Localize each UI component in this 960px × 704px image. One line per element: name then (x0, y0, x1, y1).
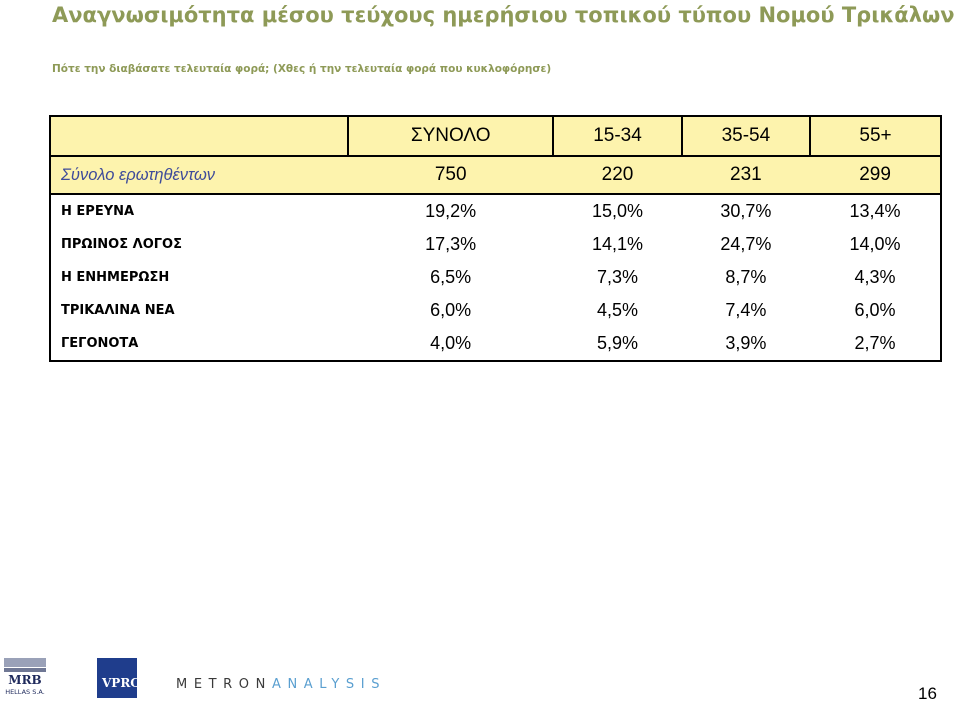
table-cell: 4,3% (854, 267, 896, 287)
table-cell: 13,4% (849, 201, 901, 221)
metron-analysis-logo: METRONANALYSIS (176, 677, 386, 692)
table-cell: 2,7% (854, 333, 896, 353)
mrb-logo-subtext: HELLAS S.A. (5, 688, 45, 696)
table-cell: 6,5% (430, 267, 472, 287)
total-row-label: Σύνολο ερωτηθέντων (50, 156, 348, 195)
table-cell: 299 (810, 156, 941, 195)
column-header: ΣΥΝΟΛΟ (346, 115, 555, 157)
table-cell: 30,7% (720, 201, 772, 221)
column-header: 35-54 (680, 115, 812, 157)
metron-logo-text: METRON (176, 677, 272, 692)
vprc-logo-text: VPRC (102, 676, 140, 690)
table-cell: 4,0% (430, 333, 472, 353)
page-subtitle: Πότε την διαβάσατε τελευταία φορά; (Χθες… (52, 63, 552, 75)
table-row: ΠΡΩΙΝΟΣ ΛΟΓΟΣ 17,3% 14,1% 24,7% 14,0% (50, 228, 941, 261)
table-header-row: ΣΥΝΟΛΟ 15-34 35-54 55+ (49, 115, 942, 157)
table-total-row: Σύνολο ερωτηθέντων 750 220 231 299 (50, 156, 941, 195)
mrb-logo: MRB HELLAS S.A. (4, 658, 46, 696)
table-cell: 14,0% (849, 234, 901, 254)
column-header: 55+ (809, 115, 942, 157)
page-number: 16 (918, 684, 937, 703)
page-title: Αναγνωσιμότητα μέσου τεύχους ημερήσιου τ… (52, 3, 957, 27)
table-row: ΓΕΓΟΝΟΤΑ 4,0% 5,9% 3,9% 2,7% (50, 327, 941, 361)
table-cell: 4,5% (597, 300, 639, 320)
analysis-logo-text: ANALYSIS (271, 677, 387, 692)
table-row: Η ΕΡΕΥΝΑ 19,2% 15,0% 30,7% 13,4% (50, 194, 941, 228)
table-cell: 231 (681, 156, 811, 195)
row-label: ΠΡΩΙΝΟΣ ΛΟΓΟΣ (61, 237, 182, 252)
table-cell: 7,4% (725, 300, 767, 320)
table-cell: 19,2% (425, 201, 477, 221)
vprc-logo: VPRC (97, 658, 140, 698)
row-label: ΓΕΓΟΝΟΤΑ (61, 336, 139, 351)
table-cell: 750 (348, 156, 554, 195)
table-cell: 6,0% (854, 300, 896, 320)
row-label: ΤΡΙΚΑΛΙΝΑ ΝΕΑ (61, 303, 175, 318)
table-cell: 15,0% (592, 201, 644, 221)
table-cell: 6,0% (430, 300, 472, 320)
table-cell: 17,3% (425, 234, 477, 254)
table-row: ΤΡΙΚΑΛΙΝΑ ΝΕΑ 6,0% 4,5% 7,4% 6,0% (50, 294, 941, 327)
table-cell: 5,9% (597, 333, 639, 353)
readership-table: ΣΥΝΟΛΟ 15-34 35-54 55+ Σύνολο ερωτηθέντω… (49, 115, 942, 362)
table-cell: 7,3% (597, 267, 639, 287)
table-cell: 8,7% (725, 267, 767, 287)
table-row: Η ΕΝΗΜΕΡΩΣΗ 6,5% 7,3% 8,7% 4,3% (50, 261, 941, 294)
row-label: Η ΕΡΕΥΝΑ (61, 204, 135, 219)
row-label: Η ΕΝΗΜΕΡΩΣΗ (61, 270, 170, 285)
table-cell: 220 (553, 156, 682, 195)
mrb-logo-text: MRB (8, 673, 41, 687)
table-corner-cell (49, 115, 349, 157)
table-cell: 14,1% (592, 234, 644, 254)
table-cell: 3,9% (725, 333, 767, 353)
table-cell: 24,7% (720, 234, 772, 254)
column-header: 15-34 (552, 115, 683, 157)
